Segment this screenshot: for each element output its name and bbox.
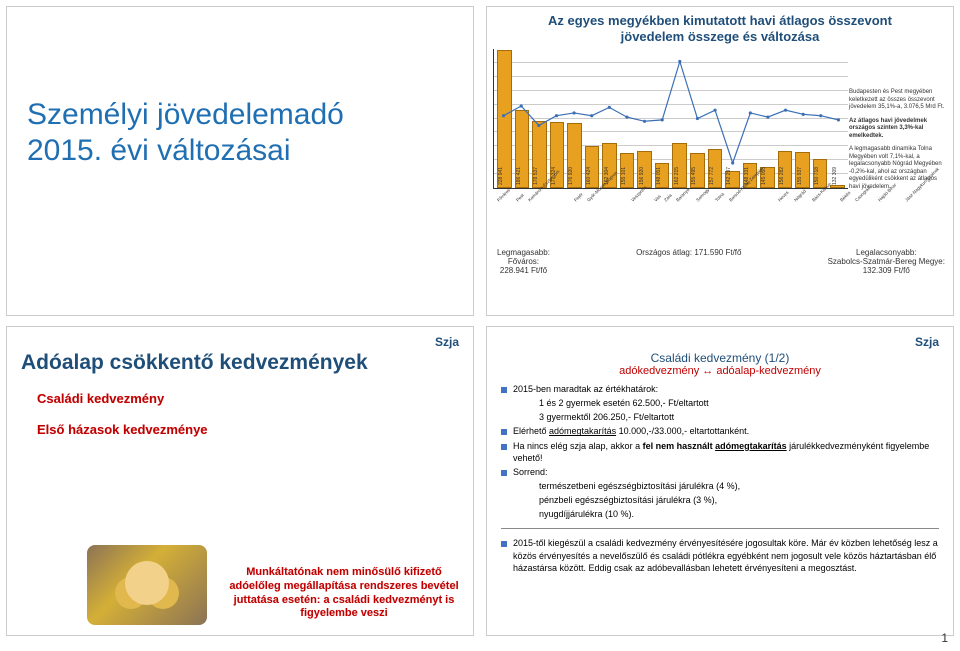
chart-title: Az egyes megyékben kimutatott havi átlag… <box>487 7 953 46</box>
bar: 157 772 <box>708 149 723 188</box>
page-number: 1 <box>941 631 948 645</box>
bar-series: 228 941186 421178 537177 324176 920160 4… <box>494 49 848 188</box>
bullet-2015: 2015-től kiegészül a családi kedvezmény … <box>501 537 939 573</box>
bullet-savings: Elérhető adómegtakarítás 10.000,-/33.000… <box>501 425 939 437</box>
summary-avg: Országos átlag: 171.590 Ft/fő <box>636 248 741 275</box>
bar: 155 101 <box>620 153 635 188</box>
x-axis-labels: FővárosPestKomárom-EsztergomFejérGyőr-Mo… <box>493 191 848 196</box>
order-c: nyugdíjjárulékra (10 %). <box>501 508 939 520</box>
order-b: pénzbeli egészségbiztosítási járulékra (… <box>501 494 939 506</box>
bar: 156 282 <box>778 151 793 188</box>
title-line2: 2015. évi változásai <box>27 134 291 167</box>
bullet-unused: Ha nincs elég szja alap, akkor a fel nem… <box>501 440 939 464</box>
bar: 142 297 <box>725 171 740 188</box>
summary-lowest: Legalacsonyabb: Szabolcs-Szatmár-Bereg M… <box>828 248 945 275</box>
sub-1-2-children: 1 és 2 gyermek esetén 62.500,- Ft/eltart… <box>501 397 939 409</box>
bullet-order: Sorrend: <box>501 466 939 478</box>
item-family: Családi kedvezmény <box>7 383 473 414</box>
sub-3-children: 3 gyermektől 206.250,- Ft/eltartott <box>501 411 939 423</box>
slide4-subtitle2: adókedvezmény ↔ adóalap-kedvezmény <box>487 365 953 383</box>
slide-chart: Az egyes megyékben kimutatott havi átlag… <box>486 6 954 316</box>
order-a: természetbeni egészségbiztosítási járulé… <box>501 480 939 492</box>
slide4-subtitle: Családi kedvezmény (1/2) <box>487 349 953 365</box>
bar: 132 309 <box>830 185 845 188</box>
bar: 160 424 <box>585 146 600 188</box>
slide-title: Személyi jövedelemadó 2015. évi változás… <box>6 6 474 316</box>
slide4-header: Szja <box>487 327 953 349</box>
title-line1: Személyi jövedelemadó <box>27 98 344 131</box>
summary-highest: Legmagasabb: Főváros: 228.941 Ft/fő <box>497 248 550 275</box>
coins-image <box>87 545 207 625</box>
slide3-note: Munkáltatónak nem minősülő kifizető adóe… <box>229 566 459 621</box>
bullet-limits: 2015-ben maradtak az értékhatárok: <box>501 383 939 395</box>
bar: 155 937 <box>795 152 810 188</box>
income-chart: 228 941186 421178 537177 324176 920160 4… <box>493 49 848 189</box>
slide-family: Szja Családi kedvezmény (1/2) adókedvezm… <box>486 326 954 636</box>
bar: 155 495 <box>690 153 705 188</box>
bar: 228 941 <box>497 50 512 188</box>
note-2: Az átlagos havi jövedelmek országos szin… <box>849 118 949 141</box>
item-firsthome: Első házasok kedvezménye <box>7 414 473 445</box>
note-1: Budapesten és Pest megyében keletkezett … <box>849 89 949 112</box>
slide3-header: Szja <box>7 327 473 349</box>
slide4-body: 2015-ben maradtak az értékhatárok: 1 és … <box>487 383 953 574</box>
chart-summary: Legmagasabb: Főváros: 228.941 Ft/fő Orsz… <box>497 248 945 275</box>
slide-deductions: Szja Adóalap csökkentő kedvezmények Csal… <box>6 326 474 636</box>
bar: 156 920 <box>637 151 652 188</box>
main-title: Személyi jövedelemadó 2015. évi változás… <box>27 97 344 169</box>
chart-notes: Budapesten és Pest megyében keletkezett … <box>849 89 949 197</box>
bar: 186 421 <box>515 110 530 188</box>
slide3-title: Adóalap csökkentő kedvezmények <box>7 349 473 383</box>
bar: 162 215 <box>672 143 687 188</box>
bar: 176 920 <box>567 123 582 188</box>
bar: 178 537 <box>532 121 547 188</box>
bar: 148 051 <box>655 163 670 188</box>
divider <box>501 528 939 529</box>
